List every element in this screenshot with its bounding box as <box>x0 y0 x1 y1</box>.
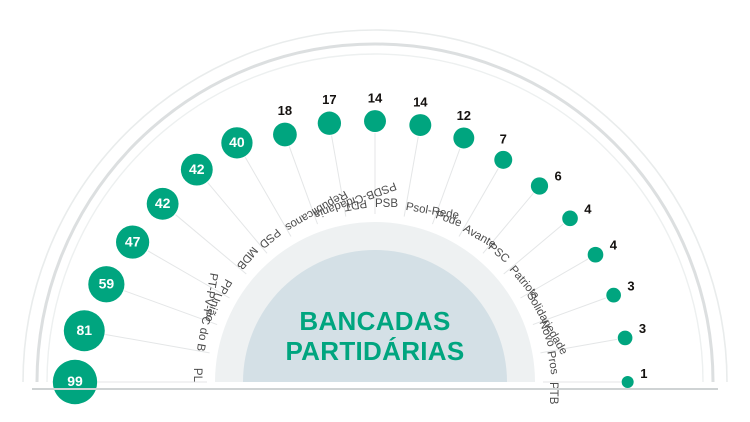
party-label: PSC <box>486 241 512 265</box>
seat-dot[interactable] <box>409 114 432 137</box>
spoke-line <box>458 168 499 237</box>
seat-value: 7 <box>500 131 507 146</box>
spoke-line <box>403 136 419 217</box>
seat-dot[interactable] <box>453 127 475 149</box>
seat-value: 4 <box>584 201 592 216</box>
outer-ring-2 <box>35 42 715 383</box>
spoke-line <box>532 297 606 326</box>
seat-value: 42 <box>155 195 171 211</box>
seat-value: 12 <box>457 108 471 123</box>
seat-dot[interactable] <box>52 359 98 405</box>
seat-dot[interactable] <box>317 111 342 135</box>
spoke-line <box>331 135 347 217</box>
spoke-line <box>244 157 292 237</box>
seat-dot[interactable] <box>146 187 179 220</box>
seat-dot[interactable] <box>63 310 105 352</box>
spoke-line <box>540 338 617 354</box>
seat-dot[interactable] <box>221 127 253 159</box>
seat-value: 14 <box>413 95 428 110</box>
seat-value: 3 <box>639 321 646 336</box>
party-label: PSD <box>257 226 283 250</box>
dome-inner <box>243 250 507 382</box>
spoke-line <box>288 146 319 225</box>
seat-dot[interactable] <box>88 266 125 303</box>
center-title-line-2: PARTIDÁRIAS <box>285 336 464 366</box>
seat-dot[interactable] <box>621 375 634 389</box>
spoke-line <box>207 182 268 254</box>
party-label: PL <box>191 368 203 383</box>
seat-value: 40 <box>229 134 245 150</box>
spoke-line <box>147 250 230 299</box>
seat-value: 4 <box>610 238 618 253</box>
party-label: PSB <box>375 198 398 210</box>
party-label: MDB <box>234 244 260 272</box>
seat-dot[interactable] <box>562 210 578 227</box>
seat-value: 6 <box>555 169 562 184</box>
party-label: PDT <box>343 197 368 213</box>
seat-dot[interactable] <box>116 225 150 259</box>
center-title-line-1: BANCADAS <box>299 306 450 336</box>
seat-dot[interactable] <box>617 330 633 346</box>
spoke-line <box>124 290 218 326</box>
spoke-line <box>482 193 534 254</box>
seat-dot[interactable] <box>587 246 604 263</box>
party-label: PTB <box>547 382 559 405</box>
outer-ring-1 <box>22 29 728 383</box>
spoke-line <box>105 333 210 354</box>
seat-value: 3 <box>627 278 634 293</box>
seat-value: 59 <box>99 275 115 291</box>
party-label: Pros <box>544 350 560 376</box>
seat-dot[interactable] <box>606 287 621 303</box>
seat-value: 1 <box>640 366 647 381</box>
seat-value: 99 <box>67 373 83 389</box>
outer-ring-3 <box>46 53 704 383</box>
seat-dot[interactable] <box>530 177 549 195</box>
spoke-line <box>431 148 461 225</box>
spoke-line <box>520 258 589 299</box>
spoke-line <box>175 214 247 275</box>
spoke-line <box>503 223 564 275</box>
seat-value: 47 <box>125 233 141 249</box>
seat-dot[interactable] <box>273 122 297 147</box>
seat-value: 17 <box>322 92 336 107</box>
seat-dot[interactable] <box>364 110 386 133</box>
seat-value: 18 <box>278 103 292 118</box>
seat-value: 14 <box>368 91 383 106</box>
seat-value: 42 <box>189 161 205 177</box>
seat-dot[interactable] <box>180 153 213 186</box>
seat-value: 81 <box>77 322 93 338</box>
seat-dot[interactable] <box>494 150 513 169</box>
